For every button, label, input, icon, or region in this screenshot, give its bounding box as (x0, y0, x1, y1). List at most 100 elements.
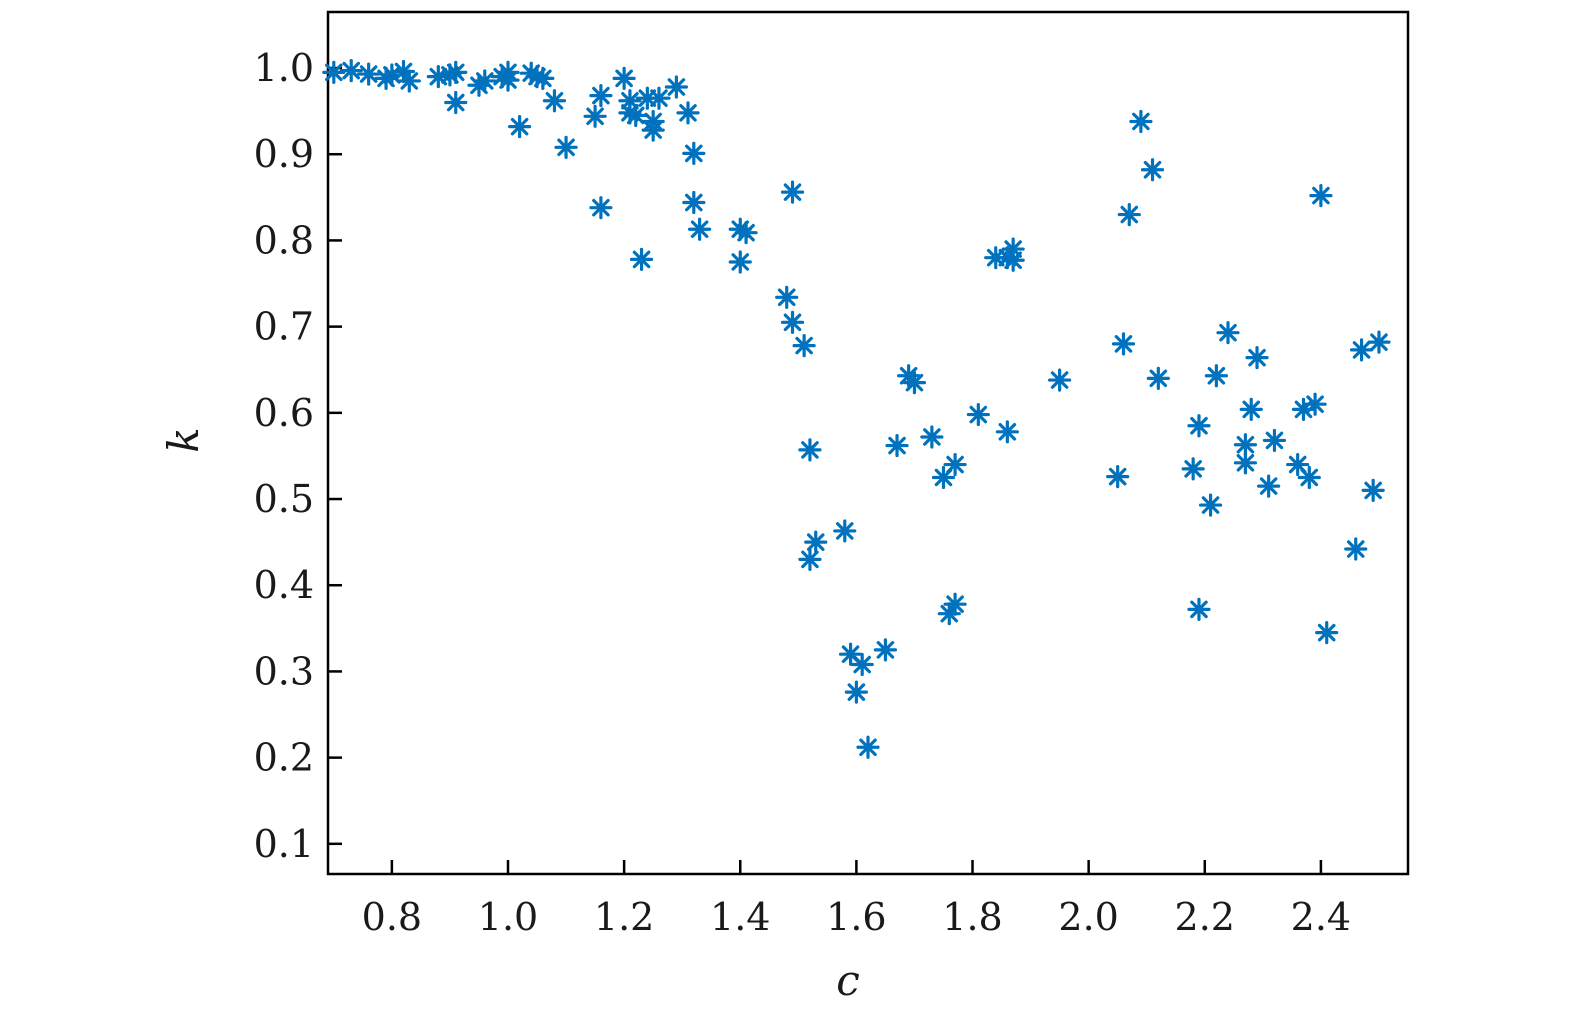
data-point (647, 86, 671, 110)
x-tick-label: 0.8 (362, 895, 422, 939)
y-tick-label: 0.3 (254, 649, 314, 693)
data-point (943, 592, 967, 616)
y-tick-label: 0.6 (254, 391, 314, 435)
data-point (798, 547, 822, 571)
data-point (322, 60, 346, 84)
data-point (554, 135, 578, 159)
data-point (1187, 597, 1211, 621)
data-point (775, 285, 799, 309)
data-point (943, 452, 967, 477)
data-point (589, 84, 613, 108)
data-point (629, 247, 654, 271)
data-point (1286, 452, 1310, 477)
data-point (966, 402, 990, 427)
x-axis-ticks: 0.8 1.0 1.2 1.4 1.6 1.8 2.0 2.2 2.4 (362, 860, 1351, 939)
data-point (1129, 109, 1153, 134)
data-point (1262, 428, 1287, 453)
data-point (1048, 368, 1072, 392)
data-point (1245, 346, 1269, 370)
data-point (798, 438, 822, 462)
data-point (542, 89, 567, 113)
data-point (1111, 332, 1136, 356)
data-point (1001, 248, 1025, 272)
y-tick-label: 0.8 (254, 218, 314, 262)
data-point (920, 425, 944, 449)
data-point (1233, 451, 1258, 475)
data-point (531, 66, 555, 90)
data-point (1146, 366, 1170, 390)
data-point (1181, 457, 1205, 481)
data-point (1239, 397, 1263, 421)
data-point (444, 90, 468, 115)
y-tick-label: 0.4 (254, 563, 314, 607)
data-point (1140, 158, 1165, 182)
data-point (612, 66, 636, 90)
data-point (688, 217, 712, 241)
y-axis-ticks: 0.1 0.2 0.3 0.4 0.5 0.6 0.7 0.8 0.9 1.0 (254, 46, 342, 866)
data-point (1309, 184, 1333, 208)
x-tick-label: 1.2 (594, 895, 654, 939)
data-point (676, 101, 700, 125)
data-point (1367, 330, 1391, 354)
data-point (444, 60, 468, 84)
data-point (1198, 493, 1223, 517)
x-tick-label: 1.0 (478, 895, 538, 939)
x-tick-label: 2.0 (1058, 895, 1118, 939)
y-tick-label: 0.9 (254, 132, 314, 176)
data-point (1361, 478, 1385, 503)
y-tick-label: 0.7 (254, 305, 314, 349)
y-tick-label: 0.1 (254, 822, 314, 866)
data-point (902, 371, 927, 395)
data-point (1303, 392, 1327, 416)
data-point (1233, 433, 1258, 457)
data-point (844, 680, 868, 704)
data-point (339, 59, 363, 83)
data-point (1117, 202, 1141, 227)
plot-frame (326, 10, 1410, 876)
data-point (664, 75, 688, 99)
data-point (804, 530, 828, 554)
data-point (1204, 364, 1228, 388)
data-point (833, 519, 857, 543)
data-point (734, 221, 758, 245)
data-point (1257, 474, 1281, 498)
data-point (1349, 338, 1374, 362)
data-point (1344, 537, 1368, 561)
data-point (357, 62, 381, 86)
data-point (583, 104, 607, 128)
y-tick-label: 1.0 (254, 46, 314, 90)
x-tick-label: 2.4 (1291, 895, 1351, 939)
data-point (1187, 414, 1211, 438)
data-point (1216, 321, 1240, 345)
data-point (589, 196, 613, 220)
data-point (995, 420, 1019, 444)
x-tick-label: 1.8 (942, 895, 1002, 939)
y-tick-label: 0.2 (254, 736, 314, 780)
data-point (728, 250, 752, 274)
data-point (780, 310, 805, 334)
data-point (873, 638, 898, 662)
x-tick-label: 2.2 (1175, 895, 1235, 939)
data-point (397, 69, 421, 93)
x-tick-label: 1.4 (710, 895, 770, 939)
data-point (641, 118, 665, 142)
data-point (682, 141, 706, 165)
data-point (682, 190, 706, 215)
data-point (496, 60, 520, 84)
data-point (856, 735, 880, 759)
x-axis-title: c (836, 956, 860, 1005)
data-points (322, 59, 1391, 759)
data-point (885, 433, 909, 458)
y-tick-label: 0.5 (254, 477, 314, 521)
data-point (1315, 621, 1339, 645)
data-point (1106, 465, 1130, 489)
data-point (792, 333, 816, 358)
data-point (508, 115, 532, 139)
x-tick-label: 1.6 (826, 895, 886, 939)
data-point (473, 69, 497, 93)
data-point (1297, 465, 1321, 490)
data-point (780, 180, 805, 204)
y-axis-title: k (159, 427, 208, 452)
data-point (624, 103, 648, 128)
